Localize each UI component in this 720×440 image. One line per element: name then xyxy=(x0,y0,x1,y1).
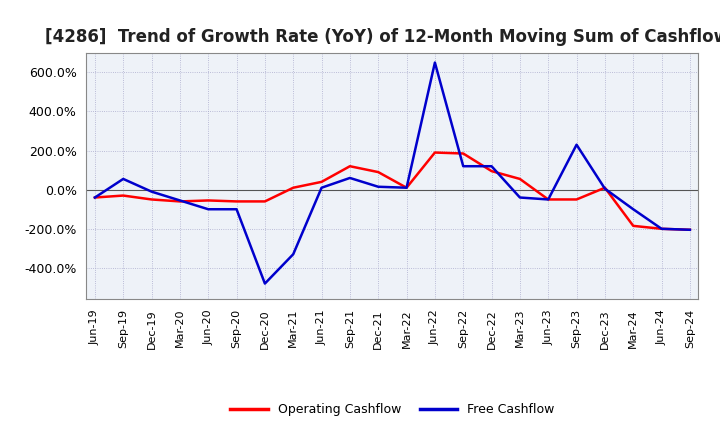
Legend: Operating Cashflow, Free Cashflow: Operating Cashflow, Free Cashflow xyxy=(225,398,559,421)
Title: [4286]  Trend of Growth Rate (YoY) of 12-Month Moving Sum of Cashflows: [4286] Trend of Growth Rate (YoY) of 12-… xyxy=(45,28,720,46)
